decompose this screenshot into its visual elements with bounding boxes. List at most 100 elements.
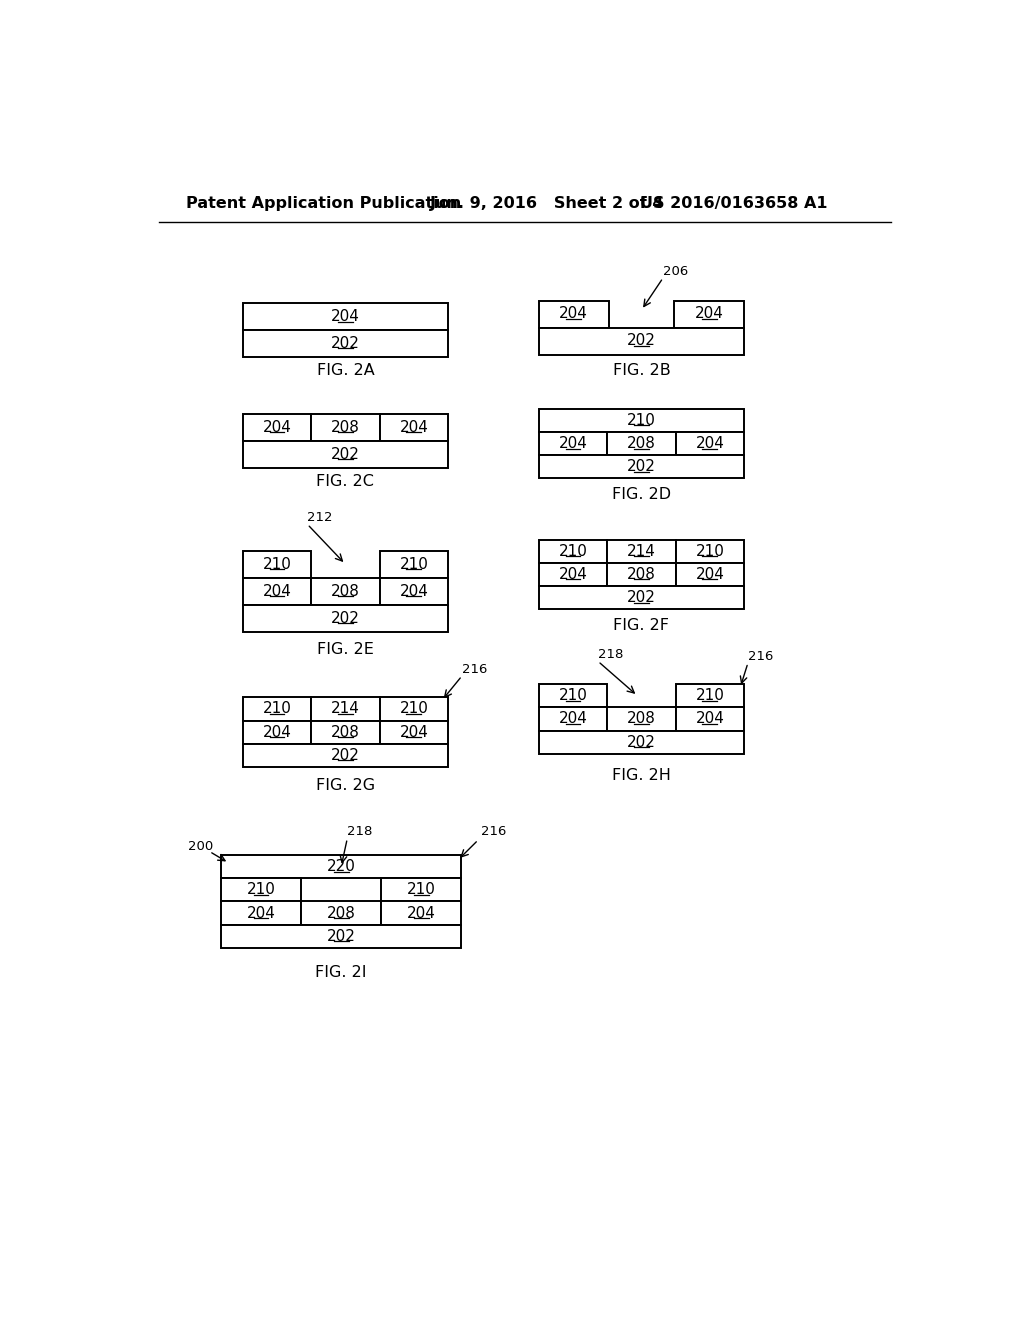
Bar	[311, 721, 380, 743]
Text: 204: 204	[262, 420, 292, 434]
Text: 200: 200	[188, 840, 214, 853]
Bar	[381, 878, 461, 902]
Bar	[243, 330, 449, 358]
Bar	[539, 409, 744, 432]
Bar	[675, 301, 744, 327]
Text: FIG. 2A: FIG. 2A	[316, 363, 374, 379]
Bar	[221, 902, 301, 924]
Text: 204: 204	[262, 583, 292, 599]
Text: 210: 210	[558, 688, 588, 704]
Bar	[301, 902, 381, 924]
Text: 214: 214	[627, 544, 656, 558]
Text: 210: 210	[262, 557, 292, 572]
Bar	[311, 578, 380, 605]
Text: 208: 208	[331, 583, 359, 599]
Bar	[380, 578, 449, 605]
Text: 210: 210	[407, 882, 435, 898]
Text: 208: 208	[627, 436, 656, 451]
Text: 204: 204	[399, 420, 428, 434]
Text: 216: 216	[480, 825, 506, 838]
Text: 208: 208	[627, 566, 656, 582]
Text: FIG. 2D: FIG. 2D	[612, 487, 671, 503]
Bar	[539, 455, 744, 478]
Bar	[243, 304, 449, 330]
Text: 210: 210	[695, 688, 724, 704]
Text: 204: 204	[262, 725, 292, 739]
Text: 202: 202	[627, 459, 656, 474]
Text: 218: 218	[347, 825, 373, 838]
Bar	[243, 721, 311, 743]
Text: 204: 204	[695, 306, 724, 322]
Text: 202: 202	[331, 611, 359, 626]
Text: 202: 202	[331, 446, 359, 462]
Bar	[539, 708, 607, 730]
Text: 218: 218	[598, 648, 624, 661]
Text: 204: 204	[558, 566, 588, 582]
Text: 204: 204	[247, 906, 275, 920]
Text: 202: 202	[331, 335, 359, 351]
Text: 202: 202	[331, 747, 359, 763]
Bar	[539, 684, 607, 708]
Bar	[311, 697, 380, 721]
Text: FIG. 2B: FIG. 2B	[612, 363, 671, 378]
Bar	[539, 301, 608, 327]
Text: 216: 216	[748, 649, 773, 663]
Bar	[676, 432, 744, 455]
Bar	[221, 855, 461, 878]
Text: Patent Application Publication: Patent Application Publication	[186, 195, 462, 211]
Text: 208: 208	[331, 420, 359, 434]
Text: FIG. 2G: FIG. 2G	[315, 779, 375, 793]
Text: FIG. 2F: FIG. 2F	[613, 618, 670, 634]
Text: 210: 210	[399, 701, 428, 717]
Bar	[607, 432, 676, 455]
Text: 212: 212	[307, 511, 333, 524]
Bar	[539, 730, 744, 754]
Text: 204: 204	[695, 566, 724, 582]
Bar	[539, 540, 607, 562]
Text: 216: 216	[462, 663, 487, 676]
Bar	[380, 721, 449, 743]
Text: 204: 204	[558, 711, 588, 726]
Text: 204: 204	[407, 906, 435, 920]
Text: 204: 204	[399, 583, 428, 599]
Text: 204: 204	[399, 725, 428, 739]
Text: 204: 204	[559, 306, 588, 322]
Text: Jun. 9, 2016   Sheet 2 of 4: Jun. 9, 2016 Sheet 2 of 4	[430, 195, 665, 211]
Bar	[243, 605, 449, 632]
Text: FIG. 2H: FIG. 2H	[612, 768, 671, 783]
Bar	[243, 552, 311, 578]
Bar	[539, 586, 744, 609]
Bar	[676, 562, 744, 586]
Bar	[607, 562, 676, 586]
Text: 206: 206	[664, 265, 688, 277]
Bar	[243, 697, 311, 721]
Bar	[221, 878, 301, 902]
Bar	[676, 684, 744, 708]
Bar	[380, 697, 449, 721]
Bar	[539, 432, 607, 455]
Bar	[381, 902, 461, 924]
Text: 210: 210	[399, 557, 428, 572]
Bar	[380, 552, 449, 578]
Text: FIG. 2I: FIG. 2I	[315, 965, 367, 979]
Text: FIG. 2C: FIG. 2C	[316, 474, 375, 490]
Text: 208: 208	[331, 725, 359, 739]
Text: 204: 204	[558, 436, 588, 451]
Text: US 2016/0163658 A1: US 2016/0163658 A1	[640, 195, 827, 211]
Text: 204: 204	[695, 436, 724, 451]
Text: 202: 202	[327, 928, 355, 944]
Text: 204: 204	[695, 711, 724, 726]
Bar	[676, 708, 744, 730]
Bar	[607, 708, 676, 730]
Text: 202: 202	[627, 734, 656, 750]
Bar	[539, 327, 744, 355]
Text: 208: 208	[327, 906, 355, 920]
Text: 202: 202	[627, 590, 656, 605]
Text: 210: 210	[558, 544, 588, 558]
Bar	[243, 441, 449, 469]
Text: 220: 220	[327, 859, 355, 874]
Bar	[311, 414, 380, 441]
Text: 202: 202	[627, 334, 656, 348]
Text: 204: 204	[331, 309, 359, 323]
Text: 210: 210	[247, 882, 275, 898]
